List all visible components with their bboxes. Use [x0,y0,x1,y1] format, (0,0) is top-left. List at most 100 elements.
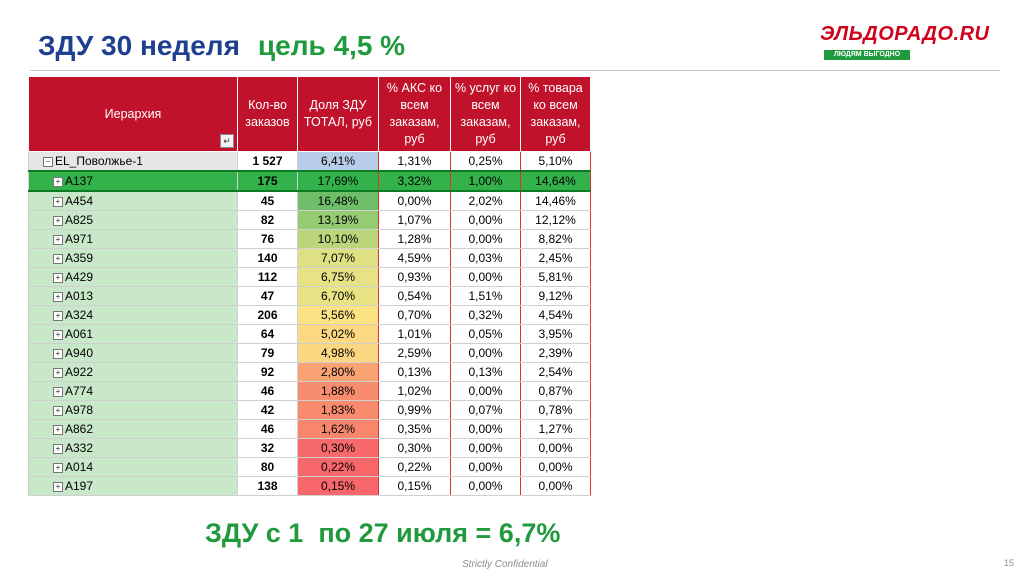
row-hierarchy-cell[interactable]: + A324 [28,305,238,325]
aks-cell: 0,13% [378,362,451,382]
orders-cell: 112 [237,267,298,287]
table-row[interactable]: + A940 79 4,98% 2,59% 0,00% 2,39% [28,343,591,363]
table-row[interactable]: + A061 64 5,02% 1,01% 0,05% 3,95% [28,324,591,344]
row-hierarchy-cell[interactable]: + A978 [28,400,238,420]
row-label: A137 [65,174,94,188]
row-hierarchy-cell[interactable]: + A971 [28,229,238,249]
row-label: A061 [65,327,94,341]
table-row[interactable]: + A978 42 1,83% 0,99% 0,07% 0,78% [28,400,591,420]
title-divider [30,70,1000,71]
goods-cell: 8,82% [520,229,591,249]
row-label: A429 [65,270,94,284]
goods-cell: 5,81% [520,267,591,287]
row-hierarchy-cell[interactable]: + A862 [28,419,238,439]
column-header-goods[interactable]: % товара ко всем заказам, руб [520,76,591,152]
orders-cell: 1 527 [237,151,298,172]
table-row[interactable]: + A324 206 5,56% 0,70% 0,32% 4,54% [28,305,591,325]
services-cell: 0,07% [450,400,521,420]
share-cell: 0,30% [297,438,379,458]
share-cell: 13,19% [297,210,379,230]
column-header-hierarchy[interactable]: Иерархия ↵ [28,76,238,152]
table-row[interactable]: + A454 45 16,48% 0,00% 2,02% 14,46% [28,190,591,211]
table-row[interactable]: + A137 175 17,69% 3,32% 1,00% 14,64% [28,170,591,192]
goods-cell: 14,64% [520,170,591,192]
filter-dropdown-icon[interactable]: ↵ [220,134,234,148]
column-header-orders[interactable]: Кол-во заказов [237,76,298,152]
row-hierarchy-cell[interactable]: + A013 [28,286,238,306]
services-cell: 0,05% [450,324,521,344]
expand-icon[interactable]: + [53,405,63,416]
aks-cell: 0,99% [378,400,451,420]
row-hierarchy-cell[interactable]: + A922 [28,362,238,382]
expand-icon[interactable]: + [53,234,63,245]
expand-icon[interactable]: + [53,272,63,283]
expand-icon[interactable]: + [53,291,63,302]
share-cell: 1,62% [297,419,379,439]
table-row[interactable]: + A332 32 0,30% 0,30% 0,00% 0,00% [28,438,591,458]
row-hierarchy-cell[interactable]: + A825 [28,210,238,230]
expand-icon[interactable]: + [53,348,63,359]
table-row[interactable]: + A359 140 7,07% 4,59% 0,03% 2,45% [28,248,591,268]
table-row[interactable]: + A825 82 13,19% 1,07% 0,00% 12,12% [28,210,591,230]
expand-icon[interactable]: + [53,253,63,264]
orders-cell: 140 [237,248,298,268]
table-row-total[interactable]: − EL_Поволжье-1 1 527 6,41% 1,31% 0,25% 5,10% [28,151,591,172]
row-label: A825 [65,213,94,227]
expand-icon[interactable]: + [53,481,63,492]
table-row[interactable]: + A013 47 6,70% 0,54% 1,51% 9,12% [28,286,591,306]
table-row[interactable]: + A922 92 2,80% 0,13% 0,13% 2,54% [28,362,591,382]
table-row[interactable]: + A971 76 10,10% 1,28% 0,00% 8,82% [28,229,591,249]
orders-cell: 46 [237,381,298,401]
orders-cell: 80 [237,457,298,477]
column-header-services[interactable]: % услуг ко всем заказам, руб [450,76,521,152]
pivot-table: Иерархия ↵ Кол-во заказов Доля ЗДУ ТОТАЛ… [28,76,591,496]
share-cell: 5,02% [297,324,379,344]
table-row[interactable]: + A862 46 1,62% 0,35% 0,00% 1,27% [28,419,591,439]
services-cell: 0,00% [450,267,521,287]
expand-icon[interactable]: + [53,386,63,397]
row-hierarchy-cell[interactable]: + A014 [28,457,238,477]
column-header-share[interactable]: Доля ЗДУ ТОТАЛ, руб [297,76,379,152]
share-cell: 0,15% [297,476,379,496]
expand-icon[interactable]: + [53,367,63,378]
expand-icon[interactable]: + [53,196,63,207]
row-hierarchy-cell[interactable]: + A454 [28,190,238,211]
row-hierarchy-cell[interactable]: + A137 [28,170,238,192]
expand-icon[interactable]: + [53,443,63,454]
row-hierarchy-cell[interactable]: + A774 [28,381,238,401]
expand-icon[interactable]: + [53,462,63,473]
page-number: 15 [1004,558,1015,568]
row-hierarchy-cell[interactable]: + A197 [28,476,238,496]
table-row[interactable]: + A014 80 0,22% 0,22% 0,00% 0,00% [28,457,591,477]
table-row[interactable]: + A197 138 0,15% 0,15% 0,00% 0,00% [28,476,591,496]
row-label: A359 [65,251,94,265]
row-label: A014 [65,460,94,474]
row-hierarchy-cell[interactable]: + A940 [28,343,238,363]
aks-cell: 0,70% [378,305,451,325]
row-hierarchy-cell[interactable]: + A429 [28,267,238,287]
expand-icon[interactable]: + [53,215,63,226]
column-header-aks[interactable]: % АКС ко всем заказам, руб [378,76,451,152]
row-label: EL_Поволжье-1 [55,154,143,168]
table-row[interactable]: + A774 46 1,88% 1,02% 0,00% 0,87% [28,381,591,401]
expand-icon[interactable]: + [53,310,63,321]
row-hierarchy-cell[interactable]: + A332 [28,438,238,458]
aks-cell: 1,31% [378,151,451,172]
aks-cell: 0,22% [378,457,451,477]
collapse-icon[interactable]: − [43,156,53,167]
services-cell: 0,00% [450,476,521,496]
table-row[interactable]: + A429 112 6,75% 0,93% 0,00% 5,81% [28,267,591,287]
slide-title: ЗДУ 30 неделя цель 4,5 % [38,30,405,62]
expand-icon[interactable]: + [53,329,63,340]
aks-cell: 0,54% [378,286,451,306]
expand-icon[interactable]: + [53,176,63,187]
aks-cell: 4,59% [378,248,451,268]
services-cell: 0,32% [450,305,521,325]
goods-cell: 2,39% [520,343,591,363]
row-hierarchy-cell[interactable]: − EL_Поволжье-1 [28,151,238,172]
orders-cell: 64 [237,324,298,344]
share-cell: 6,70% [297,286,379,306]
expand-icon[interactable]: + [53,424,63,435]
row-hierarchy-cell[interactable]: + A359 [28,248,238,268]
row-hierarchy-cell[interactable]: + A061 [28,324,238,344]
